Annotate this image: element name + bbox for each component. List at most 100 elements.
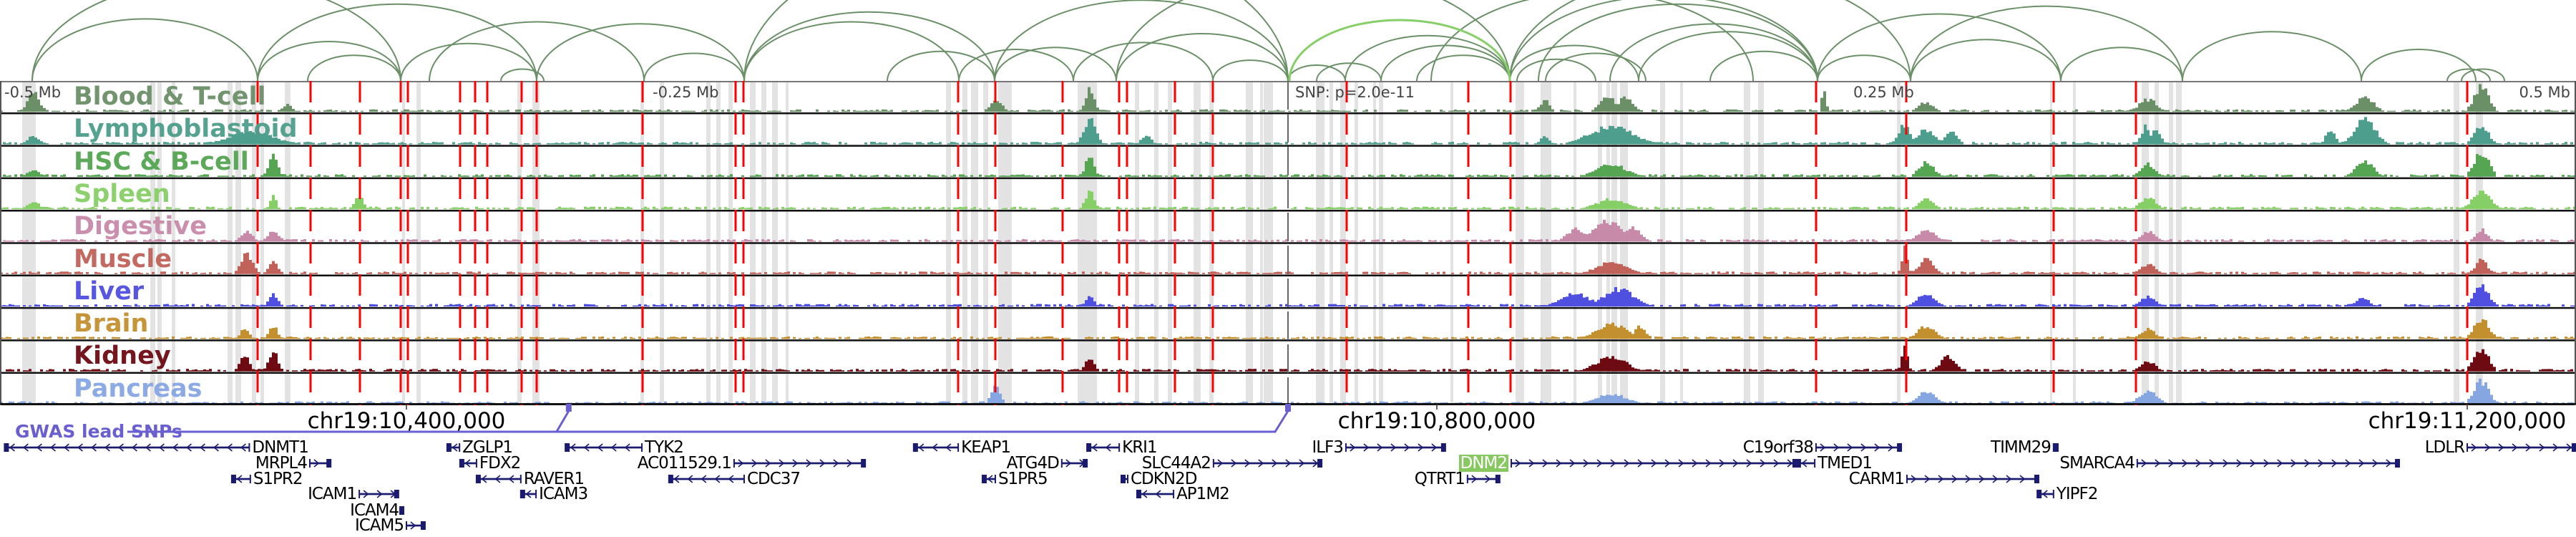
interaction-arc [994, 47, 1117, 82]
strand-chevrons [1217, 459, 1319, 468]
gene-model[interactable] [4, 443, 250, 452]
exon-block [913, 443, 918, 452]
gene-label[interactable]: ICAM5 [354, 516, 404, 535]
strand-chevrons [525, 490, 532, 498]
gene-label[interactable]: ICAM1 [308, 485, 357, 503]
interaction-arc [2461, 68, 2505, 82]
gene-model[interactable] [1345, 443, 1446, 452]
gene-label[interactable]: TIMM29 [1991, 438, 2051, 457]
gwas-snp-marker[interactable] [565, 404, 572, 412]
gene-label[interactable]: KEAP1 [961, 438, 1011, 457]
strand-chevrons [673, 475, 734, 483]
exon-block [1495, 475, 1500, 483]
gene-label[interactable]: CARM1 [1848, 470, 1905, 488]
interaction-arc [1910, 5, 2183, 82]
gene-label[interactable]: MRPL4 [255, 454, 308, 473]
gene-model[interactable] [399, 506, 405, 515]
gene-model[interactable] [981, 475, 996, 483]
interaction-arc [500, 68, 545, 82]
gene-label[interactable]: YIPF2 [2056, 485, 2099, 503]
gene-model[interactable] [2136, 459, 2400, 468]
track-label: Digestive [74, 212, 207, 241]
strand-chevrons [1350, 443, 1438, 452]
gene-model[interactable] [1466, 475, 1501, 483]
exon-block [565, 443, 570, 452]
gene-label[interactable]: S1PR5 [997, 470, 1048, 488]
gene-model[interactable] [1121, 475, 1129, 483]
interaction-arc [958, 49, 1074, 82]
strand-chevrons [1091, 443, 1111, 452]
gene-label[interactable]: TYK2 [645, 438, 684, 457]
strand-chevrons [2041, 490, 2048, 498]
exon-block [1440, 443, 1445, 452]
exon-block [1121, 475, 1126, 483]
gene-label[interactable]: ATG4D [1006, 454, 1060, 473]
exon-block [2037, 490, 2042, 498]
gene-model[interactable] [230, 475, 251, 483]
exon-block [4, 443, 9, 452]
gwas-snp-marker[interactable] [1285, 404, 1291, 412]
signal-histogram [0, 245, 2576, 274]
gene-label[interactable]: RAVER1 [523, 470, 585, 488]
signal-histogram [0, 284, 2576, 307]
gene-label[interactable]: ICAM3 [539, 485, 588, 503]
interaction-arc [643, 52, 745, 82]
gene-model[interactable] [309, 459, 332, 468]
gene-label[interactable]: TMED1 [1818, 454, 1873, 473]
gene-label[interactable]: FDX2 [479, 454, 521, 473]
gene-model[interactable] [668, 475, 745, 483]
interaction-arc [429, 21, 645, 82]
gene-model[interactable] [1212, 459, 1323, 468]
gene-model[interactable] [1906, 475, 2039, 483]
gene-model[interactable] [446, 443, 461, 452]
strand-chevrons [2141, 459, 2392, 468]
gene-model[interactable] [2052, 443, 2059, 452]
gene-model[interactable] [1060, 459, 1088, 468]
gene-label[interactable]: SLC44A2 [1141, 454, 1211, 473]
gene-model[interactable] [519, 490, 537, 498]
interaction-arc [1910, 39, 2062, 82]
gene-model[interactable] [2467, 443, 2576, 452]
gene-label[interactable]: ZGLP1 [462, 438, 513, 457]
interaction-arc [31, 0, 401, 82]
coordinate-label: chr19:10,800,000 [1337, 408, 1536, 434]
gene-annotation-track [0, 403, 2576, 530]
gene-model[interactable] [912, 443, 960, 452]
gene-label[interactable]: AC011529.1 [637, 454, 732, 473]
interaction-arc [1817, 13, 2062, 82]
gene-label[interactable]: ILF3 [1312, 438, 1343, 457]
gene-label[interactable]: SMARCA4 [2059, 454, 2135, 473]
gene-model[interactable] [565, 443, 643, 452]
gene-label[interactable]: C19orf38 [1742, 438, 1814, 457]
gene-model[interactable] [1136, 490, 1175, 498]
gene-model[interactable] [475, 475, 522, 483]
strand-chevrons [987, 475, 993, 483]
gene-label[interactable]: S1PR2 [253, 470, 303, 488]
gene-model[interactable] [1815, 443, 1903, 452]
gene-model[interactable] [1511, 459, 1797, 468]
track-label: Liver [74, 276, 145, 306]
interaction-arc [1073, 42, 1214, 82]
gene-model[interactable] [1086, 443, 1121, 452]
gene-label[interactable]: LDLR [2424, 438, 2465, 457]
gene-model[interactable] [2036, 490, 2054, 498]
snp-pvalue-label: SNP: p=2.0e-11 [1295, 84, 1415, 101]
gene-label[interactable]: AP1M2 [1176, 485, 1230, 503]
gene-model[interactable] [733, 459, 867, 468]
gene-label[interactable]: DNM2 [1458, 454, 1509, 473]
gene-label[interactable]: DNMT1 [252, 438, 308, 457]
gene-label[interactable]: ICAM4 [350, 501, 399, 520]
gene-label[interactable]: CDC37 [746, 470, 801, 488]
gene-label[interactable]: QTRT1 [1414, 470, 1465, 488]
gwas-lead-snps-label: GWAS lead SNPs [15, 421, 182, 442]
gene-label[interactable]: CDKN2D [1131, 470, 1197, 488]
exon-block [459, 459, 464, 468]
gene-model[interactable] [1795, 459, 1816, 468]
exon-block [476, 475, 481, 483]
gene-label[interactable]: KRI1 [1122, 438, 1157, 457]
strand-chevrons [1515, 459, 1793, 468]
gene-model[interactable] [459, 459, 477, 468]
gene-model[interactable] [406, 521, 426, 530]
interaction-arc [2361, 49, 2477, 82]
gene-model[interactable] [358, 490, 399, 498]
